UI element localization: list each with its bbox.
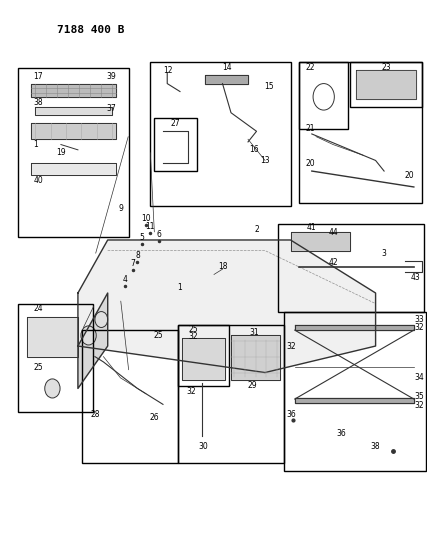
Text: 24: 24 [33, 304, 43, 313]
Polygon shape [295, 398, 414, 403]
Bar [18, 304, 93, 413]
Bar [299, 62, 422, 203]
Text: 17: 17 [33, 72, 43, 81]
Polygon shape [27, 317, 78, 357]
Text: 1: 1 [178, 283, 182, 292]
Bar [82, 330, 178, 463]
Text: 12: 12 [163, 66, 172, 75]
Text: 18: 18 [218, 262, 227, 271]
Bar [278, 224, 425, 312]
Text: 44: 44 [328, 228, 338, 237]
Text: 25: 25 [33, 363, 43, 372]
Text: 32: 32 [415, 401, 425, 410]
Text: 7: 7 [131, 260, 136, 268]
Text: 20: 20 [306, 159, 315, 167]
Bar [178, 325, 229, 386]
Polygon shape [78, 240, 376, 373]
Text: 32: 32 [286, 342, 296, 351]
Text: 30: 30 [199, 442, 208, 451]
Text: 4: 4 [122, 275, 127, 284]
Text: 20: 20 [404, 171, 414, 180]
Text: 32: 32 [186, 386, 196, 395]
Text: 27: 27 [171, 119, 181, 128]
Text: 38: 38 [33, 98, 43, 107]
Text: 6: 6 [156, 230, 161, 239]
Text: 29: 29 [247, 381, 257, 390]
Bar [155, 118, 197, 171]
Text: 36: 36 [337, 429, 346, 438]
Bar [350, 62, 422, 108]
Polygon shape [182, 338, 225, 381]
Text: 38: 38 [371, 442, 380, 451]
Text: 5: 5 [139, 233, 144, 242]
Text: 8: 8 [135, 252, 140, 261]
Bar [150, 62, 291, 206]
Text: 33: 33 [415, 315, 425, 324]
Text: 40: 40 [33, 175, 43, 184]
Circle shape [45, 379, 60, 398]
Text: 25: 25 [188, 325, 198, 334]
Text: 3: 3 [382, 249, 386, 258]
Polygon shape [291, 232, 350, 251]
Text: 7188 400 B: 7188 400 B [56, 25, 124, 35]
Polygon shape [31, 163, 116, 175]
Circle shape [81, 326, 96, 345]
Bar [178, 325, 284, 463]
Text: 35: 35 [415, 392, 425, 401]
Text: 28: 28 [90, 410, 100, 419]
Text: 22: 22 [306, 63, 315, 72]
Text: 26: 26 [150, 413, 159, 422]
Text: 32: 32 [188, 332, 198, 341]
Circle shape [95, 312, 108, 327]
Polygon shape [78, 293, 108, 389]
Text: 41: 41 [307, 223, 317, 232]
Text: 19: 19 [56, 148, 66, 157]
Text: 42: 42 [328, 258, 338, 266]
Text: 9: 9 [118, 204, 123, 213]
Polygon shape [295, 325, 414, 330]
Text: 39: 39 [107, 72, 116, 81]
Polygon shape [31, 123, 116, 139]
Polygon shape [231, 335, 280, 381]
Text: 25: 25 [153, 331, 163, 340]
Text: 11: 11 [146, 222, 155, 231]
Bar [18, 68, 129, 237]
Bar [299, 62, 348, 128]
Text: 21: 21 [306, 124, 315, 133]
Text: 2: 2 [254, 225, 259, 234]
Text: 15: 15 [265, 82, 274, 91]
Text: 13: 13 [260, 156, 270, 165]
Text: 37: 37 [107, 104, 116, 113]
Text: 16: 16 [250, 146, 259, 155]
Text: 43: 43 [411, 272, 421, 281]
Polygon shape [31, 84, 116, 97]
Text: 32: 32 [415, 323, 425, 332]
Text: 36: 36 [286, 410, 296, 419]
Text: 10: 10 [141, 214, 151, 223]
Polygon shape [36, 108, 112, 115]
Text: 14: 14 [222, 63, 232, 72]
Text: 31: 31 [250, 328, 259, 337]
Text: 23: 23 [381, 63, 391, 71]
Text: 1: 1 [33, 140, 38, 149]
Polygon shape [357, 70, 416, 100]
Polygon shape [205, 75, 248, 84]
Text: 34: 34 [415, 373, 425, 382]
Bar [284, 312, 426, 471]
